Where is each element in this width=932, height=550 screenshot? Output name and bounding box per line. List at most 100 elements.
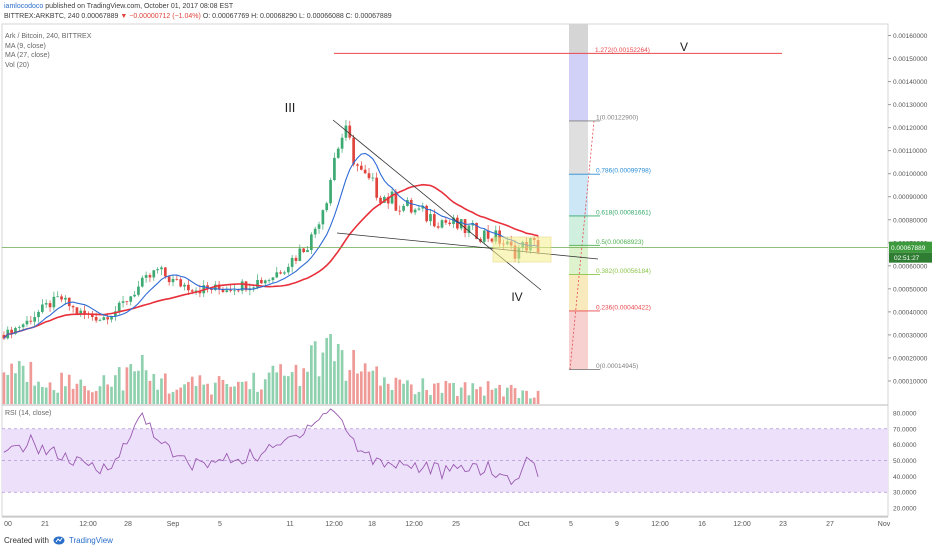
candle-body xyxy=(448,222,452,225)
ma9-label[interactable]: MA (9, close) xyxy=(5,42,46,50)
candle-body xyxy=(60,296,63,300)
candle-body xyxy=(386,196,390,204)
volume-bar xyxy=(475,389,478,404)
y-tick-label: 0.00040000 xyxy=(893,309,928,316)
candle-body xyxy=(225,290,229,292)
rsi-label[interactable]: RSI (14, close) xyxy=(5,410,52,417)
chart-frame xyxy=(1,23,889,517)
volume-bar xyxy=(152,374,156,404)
candle-body xyxy=(160,267,163,270)
volume-bar xyxy=(56,392,60,404)
rsi-tick-label: 60.0000 xyxy=(893,442,917,449)
y-tick-label: 0.00140000 xyxy=(893,79,928,86)
candle-body xyxy=(52,296,56,308)
indicator-legend: Ark / Bitcoin, 240, BITTREX MA (9, close… xyxy=(5,32,91,70)
volume-bar xyxy=(459,387,463,404)
volume-bar xyxy=(217,376,221,404)
countdown-label: 02:51:27 xyxy=(894,255,920,262)
publish-line: iamlocodoco published on TradingView.com… xyxy=(4,3,233,10)
volume-bar xyxy=(167,393,171,404)
volume-bar xyxy=(494,388,498,404)
candle-body xyxy=(421,205,425,209)
volume-bar xyxy=(302,368,306,404)
candle-body xyxy=(71,306,75,308)
volume-bar xyxy=(163,373,167,404)
candle-body xyxy=(217,284,221,290)
tradingview-brand[interactable]: TradingView xyxy=(68,536,113,545)
candle-body xyxy=(444,220,448,223)
volume-bar xyxy=(536,390,540,404)
candle-body xyxy=(398,210,402,212)
candle-body xyxy=(279,272,282,274)
volume-bar xyxy=(198,375,202,404)
volume-bar xyxy=(121,390,125,404)
candle-body xyxy=(75,307,79,314)
volume-bar xyxy=(83,385,86,404)
volume-bar xyxy=(294,364,298,404)
volume-bar xyxy=(344,380,348,404)
ma27-line xyxy=(3,183,539,339)
volume-bar xyxy=(17,361,21,404)
fib-zone xyxy=(569,215,588,246)
candle-body xyxy=(140,277,144,287)
volume-bar xyxy=(402,383,405,404)
ohlc: O: 0.00067769 H: 0.00068290 L: 0.0006608… xyxy=(202,13,392,20)
wave-label: V xyxy=(680,40,688,54)
candle-body xyxy=(44,303,48,305)
candle-body xyxy=(310,234,313,251)
x-tick-label: 18 xyxy=(368,521,376,528)
candle-body xyxy=(436,226,440,228)
y-tick-label: 0.00110000 xyxy=(893,148,927,155)
volume-bar xyxy=(87,390,90,404)
volume-bar xyxy=(310,345,313,404)
author-link[interactable]: iamlocodoco xyxy=(4,3,44,10)
candle-body xyxy=(275,272,279,278)
wave-label: III xyxy=(285,100,296,115)
ma27-label[interactable]: MA (27, close) xyxy=(5,52,50,59)
volume-bar xyxy=(463,382,467,404)
volume-bar xyxy=(6,374,10,404)
candle-body xyxy=(29,320,33,322)
volume-bar xyxy=(37,381,40,404)
fib-zone xyxy=(569,274,588,311)
candle-body xyxy=(417,208,421,210)
candle-body xyxy=(440,220,444,228)
tradingview-logo-icon xyxy=(53,536,65,545)
x-tick-label: Sep xyxy=(167,521,180,528)
fib-zone xyxy=(569,53,588,121)
candle-body xyxy=(256,279,259,288)
wedge-lower-line xyxy=(336,232,599,260)
volume-bar xyxy=(386,383,390,404)
volume-bar xyxy=(329,334,332,404)
volume-bar xyxy=(244,381,248,404)
fib-level-label: 0.786(0.00099798) xyxy=(596,168,651,175)
y-tick-label: 0.00020000 xyxy=(893,355,928,362)
candle-body xyxy=(229,290,232,292)
vol-label[interactable]: Vol (20) xyxy=(5,61,30,69)
fib-zone xyxy=(569,310,588,370)
y-tick-label: 0.00120000 xyxy=(893,125,928,132)
candle-body xyxy=(329,180,332,204)
volume-bar xyxy=(279,364,282,404)
volume-bar xyxy=(260,389,263,404)
volume-bar xyxy=(90,392,94,404)
candle-body xyxy=(425,205,428,222)
ma9-line xyxy=(3,152,539,339)
candle-body xyxy=(263,280,267,284)
volume-bar xyxy=(321,352,325,404)
x-tick-label: 25 xyxy=(452,521,460,528)
volume-bar xyxy=(137,370,140,404)
fib-level-label: 0(0.00014945) xyxy=(596,363,638,370)
volume-bar xyxy=(383,377,386,404)
y-tick-label: 0.00130000 xyxy=(893,102,928,109)
volume-bar xyxy=(306,371,309,404)
volume-bar xyxy=(336,343,340,404)
x-tick-label: 27 xyxy=(826,521,834,528)
volume-bar xyxy=(425,390,428,404)
candle-body xyxy=(221,289,225,292)
volume-bar xyxy=(14,373,17,404)
volume-bar xyxy=(521,390,525,404)
candle-body xyxy=(33,317,37,322)
volume-bar xyxy=(348,370,352,404)
